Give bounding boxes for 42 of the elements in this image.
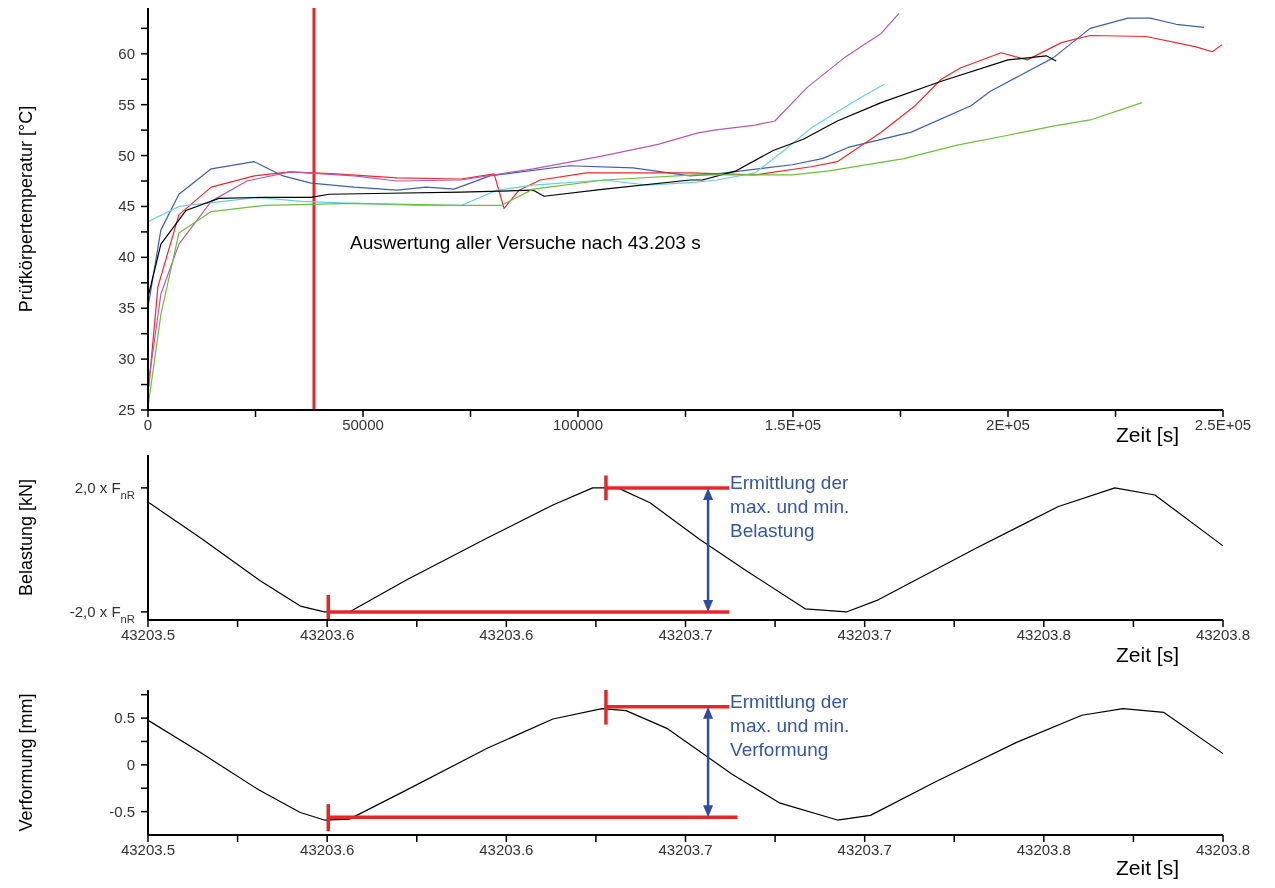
x-tick-label: 1.5E+05 (764, 415, 822, 433)
x-tick-label: 43203.8 (1195, 840, 1251, 858)
y-axis-title: Verformung [mm] (16, 693, 36, 832)
x-tick-label: 43203.5 (120, 625, 176, 643)
x-axis-title: Zeit [s] (1115, 643, 1179, 666)
y-tick-label: 25 (118, 401, 135, 418)
y-tick-label: 60 (118, 44, 135, 62)
y-tick-label: 40 (118, 248, 135, 266)
x-tick-label: 43203.7 (837, 625, 892, 643)
y-axis-title: Prüfkörpertemperatur [°C] (16, 105, 36, 313)
x-tick-label: 50000 (342, 415, 384, 433)
y-tick-label: 2,0 x F$_{nR}$ (74, 478, 135, 501)
x-tick-label: 100000 (552, 415, 604, 433)
x-axis-title: Zeit [s] (1115, 856, 1179, 879)
x-tick-label: 43203.8 (1195, 625, 1251, 643)
x-tick-label: 43203.7 (658, 840, 713, 858)
x-tick-label: 43203.8 (1016, 840, 1071, 858)
y-tick-label: 55 (118, 95, 135, 113)
y-tick-label: 0.5 (114, 709, 135, 727)
y-tick-label: 50 (118, 146, 135, 164)
y-axis-title: Belastung [kN] (16, 478, 36, 597)
x-tick-label: 2E+05 (986, 415, 1030, 433)
x-tick-label: 43203.7 (658, 625, 713, 643)
x-tick-label: 43203.6 (300, 840, 355, 858)
y-tick-label: -0.5 (109, 802, 135, 820)
y-tick-label: 35 (118, 299, 135, 317)
x-tick-label: 0 (143, 415, 153, 433)
annotation: Ermittlung der max. und min. Verformung (730, 690, 850, 760)
y-tick-label: 30 (118, 350, 135, 368)
y-tick-label: 45 (118, 197, 135, 215)
x-tick-label: 2.5E+05 (1194, 415, 1252, 433)
ref-line-label: Auswertung aller Versuche nach 43.203 s (349, 232, 701, 254)
x-tick-label: 43203.5 (120, 840, 176, 858)
annotation: Ermittlung der max. und min. Belastung (730, 471, 850, 541)
y-tick-label: -2,0 x F$_{nR}$ (69, 602, 135, 625)
x-tick-label: 43203.7 (837, 840, 892, 858)
x-tick-label: 43203.6 (479, 840, 534, 858)
x-tick-label: 43203.8 (1016, 625, 1071, 643)
x-tick-label: 43203.6 (479, 625, 534, 643)
x-axis-title: Zeit [s] (1115, 423, 1179, 446)
x-tick-label: 43203.6 (300, 625, 355, 643)
y-tick-label: 0 (126, 755, 135, 773)
